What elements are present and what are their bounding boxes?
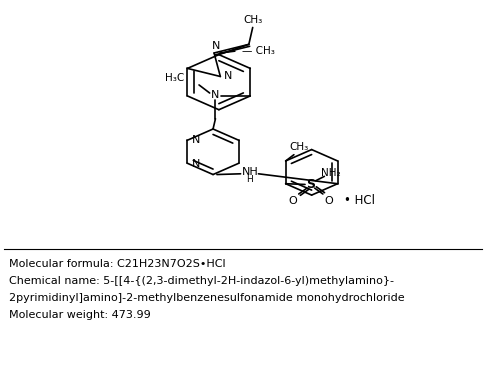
- Text: N: N: [212, 90, 220, 100]
- Text: Molecular formula: C21H23N7O2S•HCl: Molecular formula: C21H23N7O2S•HCl: [8, 259, 226, 269]
- Text: NH: NH: [242, 167, 258, 177]
- Text: O: O: [324, 196, 333, 206]
- Text: N: N: [212, 41, 220, 51]
- Text: Molecular weight: 473.99: Molecular weight: 473.99: [8, 310, 150, 320]
- Text: O: O: [288, 196, 298, 206]
- Text: — CH₃: — CH₃: [242, 46, 274, 56]
- Text: CH₃: CH₃: [289, 142, 308, 152]
- Text: • HCl: • HCl: [344, 195, 374, 208]
- Text: H₃C: H₃C: [166, 73, 184, 83]
- Text: Chemical name: 5-[[4-{(2,3-dimethyl-2H-indazol-6-yl)methylamino}-: Chemical name: 5-[[4-{(2,3-dimethyl-2H-i…: [8, 276, 394, 286]
- Text: N: N: [192, 159, 200, 169]
- Text: S: S: [306, 178, 316, 191]
- Text: N: N: [224, 71, 232, 81]
- Text: N: N: [192, 135, 200, 145]
- Text: CH₃: CH₃: [243, 15, 262, 25]
- Text: 2pyrimidinyl]amino]-2-methylbenzenesulfonamide monohydrochloride: 2pyrimidinyl]amino]-2-methylbenzenesulfo…: [8, 293, 404, 303]
- Text: H: H: [246, 175, 253, 184]
- Text: NH₂: NH₂: [322, 168, 341, 178]
